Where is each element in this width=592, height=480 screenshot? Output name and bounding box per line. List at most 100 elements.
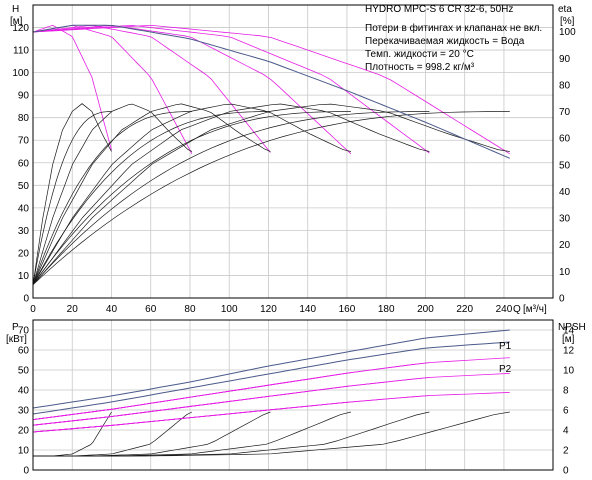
power-axis-unit: [кВт]	[6, 334, 27, 345]
note-liquid: Перекачиваемая жидкость = Вода	[365, 36, 525, 47]
head-tick-50: 50	[18, 181, 30, 192]
note-temperature: Темп. жидкости = 20 °C	[365, 49, 474, 60]
flow-tick-160: 160	[339, 304, 356, 315]
eta-curve-2-pumps	[32, 103, 193, 285]
npsh-curve-2-pumps	[33, 411, 193, 457]
npsh-tick-14: 14	[563, 326, 575, 337]
head-tick-100: 100	[12, 68, 29, 79]
head-tick-30: 30	[18, 226, 30, 237]
npsh-tick-2: 2	[563, 446, 569, 457]
eta-curve-3-pumps	[32, 103, 271, 285]
flow-tick-40: 40	[106, 304, 118, 315]
flow-tick-120: 120	[260, 304, 277, 315]
eta-tick-70: 70	[559, 107, 571, 118]
eta-wide-curve-1-pumps	[32, 111, 112, 285]
flow-tick-100: 100	[221, 304, 238, 315]
bottom-plot-frame	[32, 319, 554, 471]
power-tick-40: 40	[18, 386, 30, 397]
head-curve-4-pumps	[32, 24, 352, 155]
chart-title: HYDRO MPC-S 6 CR 32-6, 50Hz	[365, 4, 513, 15]
head-curve-2-pumps	[32, 24, 193, 154]
eta-axis-unit: [%]	[560, 16, 575, 27]
head-tick-80: 80	[18, 113, 30, 124]
eta-wide-curve-4-pumps	[32, 111, 351, 285]
flow-tick-180: 180	[378, 304, 395, 315]
flow-axis-unit: [м³/ч]	[523, 304, 547, 315]
note-density: Плотность = 998.2 кг/м³	[365, 62, 475, 73]
npsh-curve-6-pumps	[33, 411, 510, 457]
eta-tick-80: 80	[559, 80, 571, 91]
flow-tick-240: 240	[496, 304, 513, 315]
flow-tick-200: 200	[417, 304, 434, 315]
head-curve-3-pumps	[32, 24, 271, 153]
flow-tick-60: 60	[145, 304, 157, 315]
head-tick-70: 70	[18, 136, 30, 147]
eta-curve-4-pumps	[32, 103, 351, 285]
power-tick-30: 30	[18, 406, 30, 417]
power-axis-label: P	[12, 322, 19, 333]
npsh-tick-8: 8	[563, 386, 569, 397]
eta-axis-label: eta	[558, 4, 572, 15]
head-envelope-curve	[32, 24, 510, 159]
head-curve-5-pumps	[32, 24, 430, 154]
p2-label: P2	[499, 364, 512, 375]
p1-label: P1	[499, 341, 512, 352]
eta-tick-90: 90	[559, 54, 571, 65]
npsh-curve-3-pumps	[33, 411, 271, 457]
eta-tick-10: 10	[559, 267, 571, 278]
power-band-6-pumps-1	[32, 373, 510, 426]
power-tick-50: 50	[18, 366, 30, 377]
eta-tick-20: 20	[559, 240, 571, 251]
npsh-tick-12: 12	[563, 346, 575, 357]
curves	[32, 24, 511, 457]
top-plot-frame	[32, 4, 554, 299]
eta-wide-curve-5-pumps	[32, 111, 430, 285]
npsh-tick-0: 0	[563, 466, 569, 477]
npsh-tick-6: 6	[563, 406, 569, 417]
power-tick-10: 10	[18, 446, 30, 457]
head-tick-60: 60	[18, 158, 30, 169]
power-tick-60: 60	[18, 346, 30, 357]
eta-curve-5-pumps	[32, 103, 430, 285]
flow-axis-label: Q	[513, 304, 521, 315]
power-band-6-pumps-2	[32, 357, 510, 420]
power-p1-curve	[32, 329, 510, 409]
eta-curve-1-pumps	[32, 103, 112, 285]
head-tick-40: 40	[18, 203, 30, 214]
note-fittings: Потери в фитингах и клапанах не вкл.	[365, 22, 542, 34]
head-axis-label: H	[12, 4, 19, 15]
head-tick-20: 20	[18, 248, 30, 259]
eta-curve-6-pumps	[32, 103, 510, 285]
npsh-tick-10: 10	[563, 366, 575, 377]
power-tick-20: 20	[18, 426, 30, 437]
power-tick-0: 0	[23, 466, 29, 477]
power-band-6-pumps-0	[32, 392, 510, 433]
head-tick-90: 90	[18, 91, 30, 102]
head-axis-unit: [м]	[10, 16, 23, 27]
chart-notes: Потери в фитингах и клапанах не вкл. Пер…	[365, 22, 542, 73]
flow-tick-80: 80	[184, 304, 196, 315]
eta-wide-curve-6-pumps	[32, 111, 510, 285]
eta-tick-60: 60	[559, 134, 571, 145]
flow-tick-20: 20	[67, 304, 79, 315]
head-tick-110: 110	[13, 46, 29, 57]
eta-tick-30: 30	[559, 214, 571, 225]
head-tick-10: 10	[18, 271, 30, 282]
eta-tick-100: 100	[559, 27, 576, 38]
eta-wide-curve-3-pumps	[32, 111, 271, 285]
flow-tick-140: 140	[299, 304, 316, 315]
flow-tick-220: 220	[456, 304, 473, 315]
npsh-axis-unit: [м]	[562, 334, 575, 345]
head-curve-1-pumps	[32, 24, 112, 151]
flow-tick-0: 0	[30, 304, 36, 315]
axes: 0102030405060708090100110120010203040506…	[12, 4, 576, 477]
power-p2-curve	[32, 341, 510, 415]
head-tick-120: 120	[12, 23, 29, 34]
eta-tick-0: 0	[559, 294, 565, 305]
head-curve-6-pumps	[32, 24, 511, 155]
eta-tick-50: 50	[559, 160, 571, 171]
npsh-tick-4: 4	[563, 426, 569, 437]
npsh-axis-label: NPSH	[558, 322, 586, 333]
head-tick-0: 0	[23, 294, 29, 305]
